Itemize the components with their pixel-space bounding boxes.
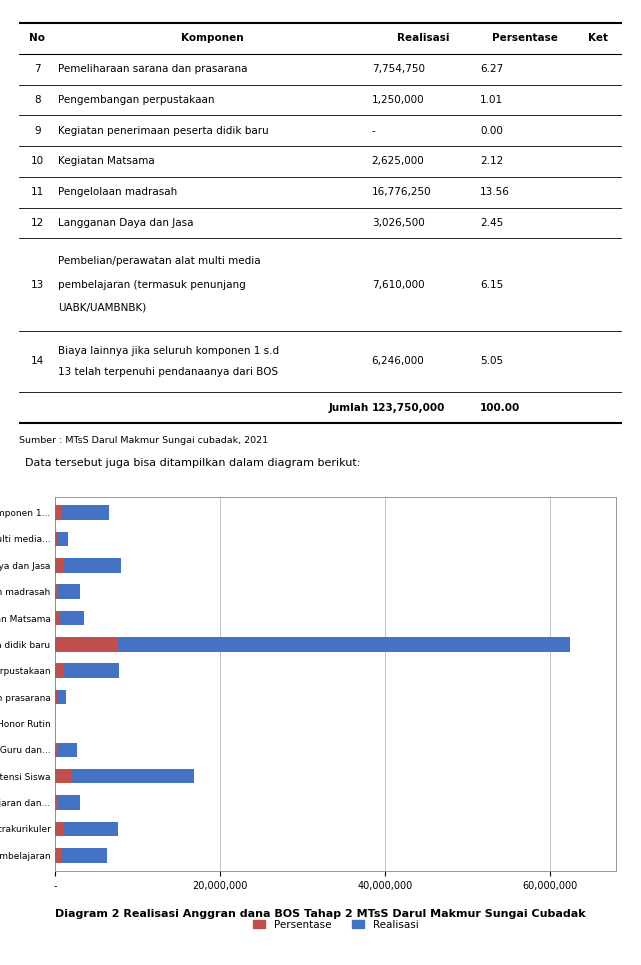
Text: 9: 9 bbox=[34, 125, 40, 136]
Text: pembelajaran (termasuk penunjang: pembelajaran (termasuk penunjang bbox=[58, 280, 246, 290]
Text: 6.27: 6.27 bbox=[480, 64, 503, 74]
Text: 2.12: 2.12 bbox=[480, 156, 503, 166]
Text: No: No bbox=[29, 34, 46, 43]
Text: Realisasi: Realisasi bbox=[397, 34, 449, 43]
Text: 14: 14 bbox=[31, 356, 44, 367]
Text: UABK/UAMBNBK): UABK/UAMBNBK) bbox=[58, 303, 147, 313]
Text: 1,250,000: 1,250,000 bbox=[372, 95, 424, 105]
Text: Diagram 2 Realisasi Anggran dana BOS Tahap 2 MTsS Darul Makmur Sungai Cubadak: Diagram 2 Realisasi Anggran dana BOS Tah… bbox=[55, 909, 586, 919]
Text: 1.01: 1.01 bbox=[480, 95, 503, 105]
Text: Ket: Ket bbox=[588, 34, 608, 43]
Text: 7,754,750: 7,754,750 bbox=[372, 64, 425, 74]
Text: 0.00: 0.00 bbox=[480, 125, 503, 136]
Text: 13.56: 13.56 bbox=[480, 187, 510, 197]
Text: 3,026,500: 3,026,500 bbox=[372, 218, 424, 228]
Text: 2.45: 2.45 bbox=[480, 218, 503, 228]
Text: Pembelian/perawatan alat multi media: Pembelian/perawatan alat multi media bbox=[58, 257, 261, 266]
Text: Pengelolaan madrasah: Pengelolaan madrasah bbox=[58, 187, 178, 197]
Text: -: - bbox=[372, 125, 376, 136]
Text: Kegiatan Matsama: Kegiatan Matsama bbox=[58, 156, 155, 166]
Text: Jumlah: Jumlah bbox=[328, 402, 369, 413]
Text: 11: 11 bbox=[31, 187, 44, 197]
Text: 16,776,250: 16,776,250 bbox=[372, 187, 431, 197]
Text: Kegiatan penerimaan peserta didik baru: Kegiatan penerimaan peserta didik baru bbox=[58, 125, 269, 136]
Text: 10: 10 bbox=[31, 156, 44, 166]
Text: Langganan Daya dan Jasa: Langganan Daya dan Jasa bbox=[58, 218, 194, 228]
Text: 8: 8 bbox=[34, 95, 40, 105]
Text: 12: 12 bbox=[31, 218, 44, 228]
Text: Pengembangan perpustakaan: Pengembangan perpustakaan bbox=[58, 95, 215, 105]
Text: 6.15: 6.15 bbox=[480, 280, 503, 290]
Text: 100.00: 100.00 bbox=[480, 402, 520, 413]
Text: 7: 7 bbox=[34, 64, 40, 74]
Text: 7,610,000: 7,610,000 bbox=[372, 280, 424, 290]
Text: 13: 13 bbox=[31, 280, 44, 290]
Text: Biaya lainnya jika seluruh komponen 1 s.d: Biaya lainnya jika seluruh komponen 1 s.… bbox=[58, 346, 279, 356]
Text: 2,625,000: 2,625,000 bbox=[372, 156, 424, 166]
Text: Data tersebut juga bisa ditampilkan dalam diagram berikut:: Data tersebut juga bisa ditampilkan dala… bbox=[25, 458, 361, 468]
Text: 5.05: 5.05 bbox=[480, 356, 503, 367]
Text: Sumber : MTsS Darul Makmur Sungai cubadak, 2021: Sumber : MTsS Darul Makmur Sungai cubada… bbox=[19, 436, 269, 446]
Text: Persentase: Persentase bbox=[492, 34, 558, 43]
Text: Pemeliharaan sarana dan prasarana: Pemeliharaan sarana dan prasarana bbox=[58, 64, 248, 74]
Text: 13 telah terpenuhi pendanaanya dari BOS: 13 telah terpenuhi pendanaanya dari BOS bbox=[58, 367, 279, 376]
Text: 6,246,000: 6,246,000 bbox=[372, 356, 424, 367]
Text: 123,750,000: 123,750,000 bbox=[372, 402, 445, 413]
Text: Komponen: Komponen bbox=[181, 34, 244, 43]
